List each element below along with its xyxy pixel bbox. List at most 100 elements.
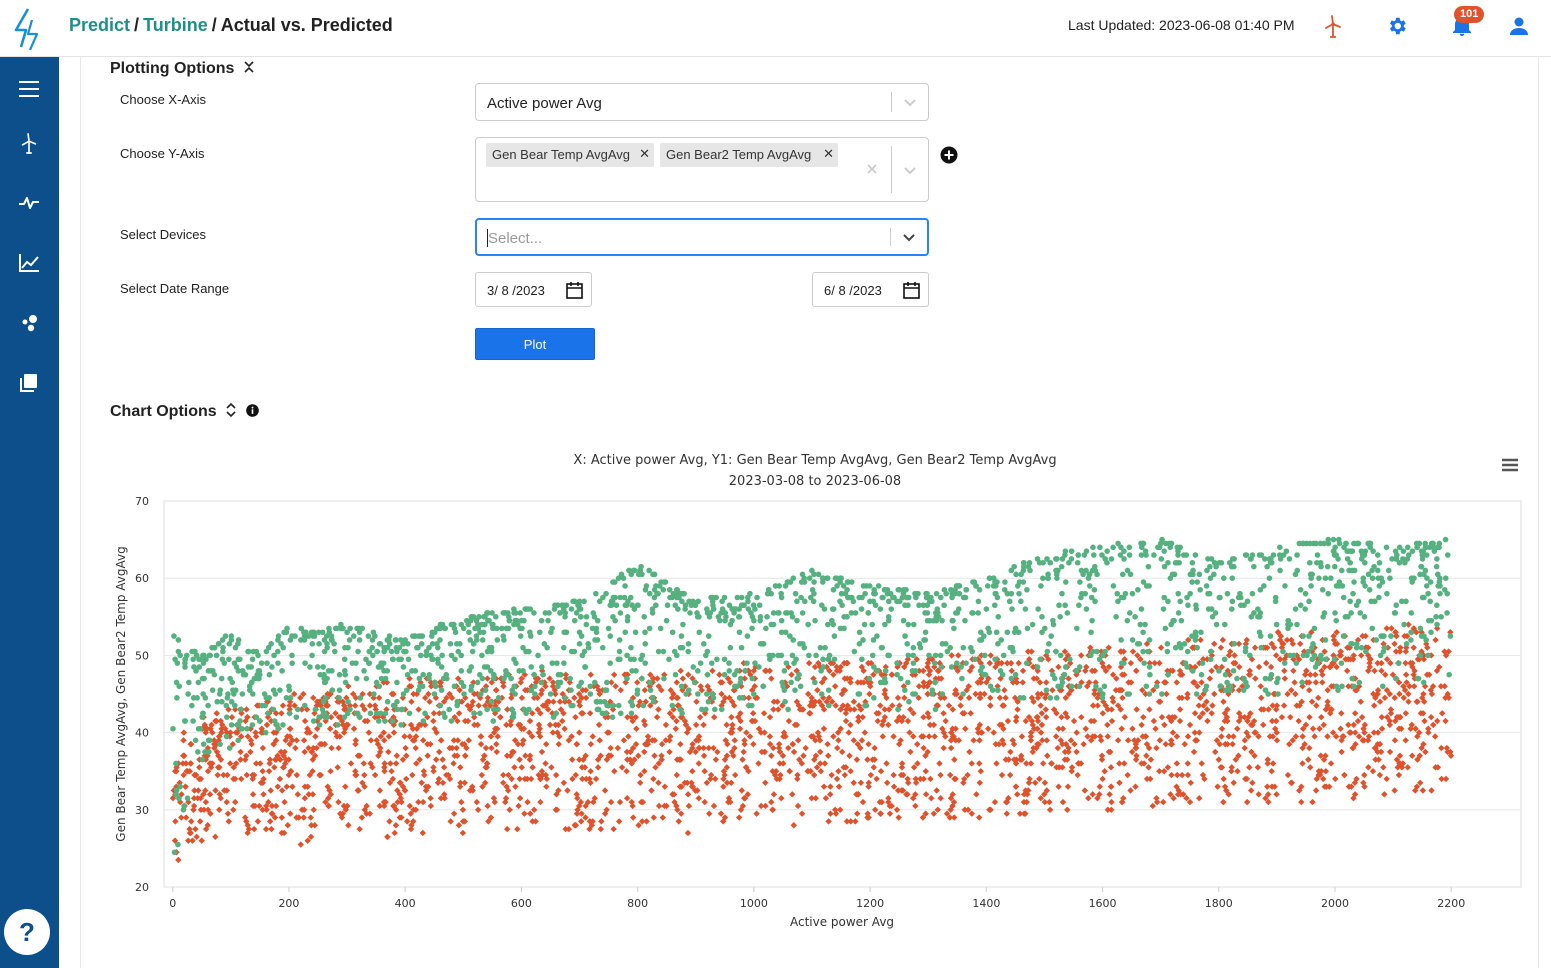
data-point [815, 733, 822, 740]
data-point [1153, 795, 1160, 802]
top-bar: Predict / Turbine / Actual vs. Predicted Las… [0, 0, 1551, 57]
breadcrumb-turbine[interactable]: Turbine [143, 15, 208, 35]
data-point [559, 717, 566, 725]
data-point [664, 602, 671, 609]
data-point [455, 822, 463, 829]
devices-select[interactable]: Select... [475, 218, 929, 256]
gear-icon[interactable] [1384, 13, 1410, 39]
data-point [1234, 675, 1240, 682]
plotting-options-header[interactable]: Plotting Options [110, 60, 255, 78]
data-point [610, 825, 617, 833]
chart-options-title: Chart Options [110, 403, 217, 420]
data-point [1159, 691, 1165, 697]
x-axis-select[interactable]: Active power Avg [475, 83, 929, 121]
data-point [1361, 783, 1368, 790]
data-point [841, 614, 847, 620]
data-point [190, 718, 196, 724]
data-point [655, 802, 663, 810]
start-date-input[interactable]: 3/ 8 /2023 [475, 272, 592, 307]
data-point [1218, 733, 1225, 740]
data-point [1325, 590, 1332, 597]
data-point [290, 690, 298, 698]
data-point [266, 695, 273, 701]
data-point [1055, 663, 1062, 671]
data-point [1383, 625, 1390, 632]
y-axis-multiselect[interactable]: Gen Bear Temp AvgAvg ✕ Gen Bear2 Temp Av… [475, 137, 929, 202]
data-point [712, 756, 720, 763]
data-point [412, 744, 419, 752]
data-point [195, 749, 201, 755]
data-point [1127, 610, 1133, 616]
library-icon[interactable] [12, 368, 46, 398]
data-point [1066, 559, 1072, 566]
data-point [587, 671, 594, 678]
data-point [920, 667, 927, 675]
data-point [516, 668, 522, 674]
data-point [823, 663, 830, 671]
info-icon[interactable] [245, 404, 259, 417]
chevron-down-icon[interactable] [902, 94, 918, 110]
turbine-icon[interactable] [12, 128, 46, 158]
remove-tag-icon[interactable]: ✕ [639, 146, 650, 161]
data-point [1177, 598, 1184, 605]
data-point [885, 614, 892, 620]
data-point [1067, 737, 1075, 744]
data-point [976, 737, 983, 744]
data-point [1431, 733, 1439, 740]
data-point [474, 721, 481, 729]
data-point [353, 675, 360, 682]
breadcrumb-predict[interactable]: Predict [69, 15, 131, 35]
data-point [711, 706, 718, 713]
chart-options-header[interactable]: Chart Options [110, 402, 259, 421]
data-point [1027, 729, 1035, 736]
data-point [386, 633, 393, 639]
collapse-icon[interactable] [243, 60, 255, 74]
calendar-icon[interactable] [566, 281, 583, 299]
chevron-down-icon[interactable] [901, 229, 917, 245]
user-icon[interactable] [1506, 13, 1532, 39]
calendar-icon[interactable] [903, 281, 920, 299]
help-button[interactable]: ? [4, 909, 50, 955]
expand-icon[interactable] [225, 402, 237, 418]
pulse-icon[interactable] [12, 188, 46, 218]
line-chart-icon[interactable] [12, 248, 46, 278]
data-point [922, 752, 929, 759]
data-point [644, 733, 652, 740]
clear-all-icon[interactable] [866, 163, 878, 175]
data-point [745, 694, 753, 702]
data-point [815, 659, 822, 667]
data-point [209, 644, 215, 651]
plot-button[interactable]: Plot [475, 328, 595, 360]
remove-tag-icon[interactable]: ✕ [823, 146, 834, 161]
data-point [942, 717, 949, 725]
data-point [1191, 710, 1199, 717]
add-axis-icon[interactable] [940, 146, 958, 164]
data-point [1064, 610, 1071, 616]
wind-turbine-icon[interactable] [1320, 13, 1346, 39]
data-point [1292, 606, 1299, 612]
data-point [697, 683, 704, 690]
data-point [641, 614, 648, 620]
data-point [466, 629, 472, 636]
data-point [895, 787, 902, 794]
data-point [1132, 783, 1139, 790]
data-point [1413, 629, 1420, 636]
app-logo-icon[interactable] [8, 6, 44, 50]
data-point [732, 771, 739, 779]
x-tick-label: 800 [627, 897, 648, 910]
data-point [646, 590, 653, 597]
data-point [1224, 590, 1231, 597]
end-date-input[interactable]: 6/ 8 /2023 [812, 272, 929, 307]
menu-icon[interactable] [12, 74, 46, 104]
data-point [1002, 694, 1009, 702]
data-point [1220, 575, 1227, 581]
chevron-down-icon[interactable] [902, 162, 918, 178]
data-point [1039, 760, 1047, 767]
scatter-icon[interactable] [12, 308, 46, 338]
data-point [516, 795, 524, 802]
chart-menu-icon[interactable] [1502, 458, 1518, 472]
data-point [818, 691, 825, 697]
data-point [495, 706, 501, 713]
data-point [363, 656, 369, 663]
data-point [900, 617, 907, 624]
